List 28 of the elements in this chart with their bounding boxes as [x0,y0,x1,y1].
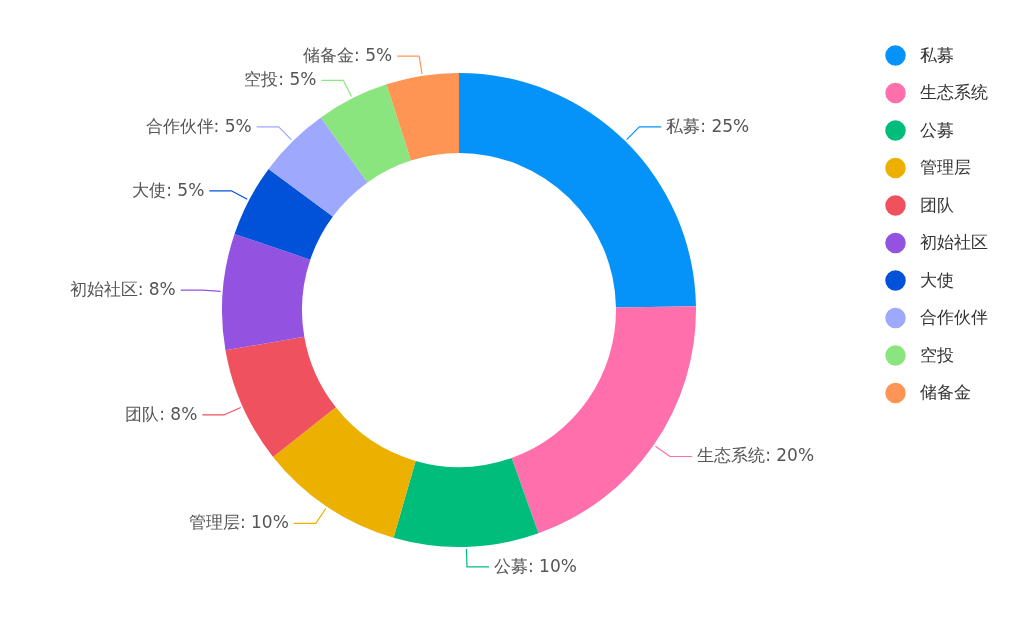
legend-label: 空投 [920,344,954,365]
data-label: 初始社区: 8% [69,279,176,300]
legend-label: 公募 [920,119,954,140]
data-label: 公募: 10% [493,555,577,576]
data-label: 团队: 8% [125,403,198,424]
data-label: 私募: 25% [666,115,750,136]
data-label: 空投: 5% [244,69,317,90]
data-label: 大使: 5% [132,179,205,200]
legend-label: 合作伙伴 [920,307,988,327]
legend-label: 初始社区 [920,232,988,252]
legend-label: 管理层 [920,157,971,177]
donut-slice [320,84,411,183]
legend-label: 私募 [920,44,954,65]
data-label: 管理层: 10% [188,512,289,533]
donut-slice [393,457,539,547]
legend-label: 大使 [920,269,954,290]
donut-slice [225,336,336,457]
data-label: 储备金: 5% [303,45,393,66]
legend-label: 团队 [920,194,954,215]
donut-slice [222,233,311,351]
legend-label: 生态系统 [920,82,988,102]
data-label: 合作伙伴: 5% [145,115,252,136]
legend-label: 储备金 [920,382,971,402]
donut-slice [234,168,333,260]
donut-slice [268,117,368,217]
donut-slice [386,73,459,161]
data-label: 生态系统: 20% [697,445,815,466]
donut-slice [511,306,696,534]
